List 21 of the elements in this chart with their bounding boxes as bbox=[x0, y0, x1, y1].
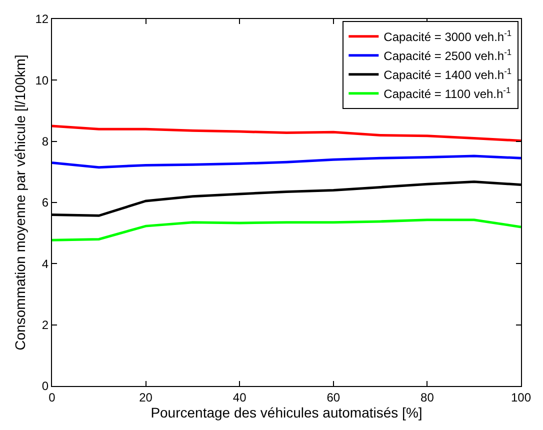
legend-label: Capacité = 1100 veh.h$^{-1}$ bbox=[384, 84, 511, 102]
y-axis-title: Consommation moyenne par véhicule [l/100km] bbox=[12, 54, 28, 350]
y-tick-label: 0 bbox=[42, 379, 49, 394]
x-tick-label: 40 bbox=[232, 390, 247, 404]
x-tick-label: 20 bbox=[139, 390, 153, 404]
y-tick-label: 4 bbox=[42, 256, 49, 271]
x-tick-label: 100 bbox=[510, 390, 532, 404]
line-series bbox=[52, 154, 521, 169]
y-tick-label: 12 bbox=[35, 12, 49, 26]
y-tick-label: 10 bbox=[35, 73, 49, 88]
x-axis-title: Pourcentage des véhicules automatisés [%] bbox=[150, 404, 422, 421]
y-tick-label: 8 bbox=[42, 134, 49, 149]
line-series bbox=[52, 124, 521, 142]
y-tick-label: 2 bbox=[42, 318, 49, 332]
legend-label: Capacité = 3000 veh.h$^{-1}$ bbox=[384, 28, 512, 44]
line-series bbox=[52, 218, 521, 242]
legend-label: Capacité = 1400 veh.h$^{-1}$ bbox=[384, 66, 512, 82]
y-tick-label: 6 bbox=[42, 196, 49, 210]
x-tick-label: 60 bbox=[326, 390, 340, 404]
legend-label: Capacité = 2500 veh.h$^{-1}$ bbox=[384, 46, 512, 64]
x-tick-label: 80 bbox=[420, 390, 434, 404]
